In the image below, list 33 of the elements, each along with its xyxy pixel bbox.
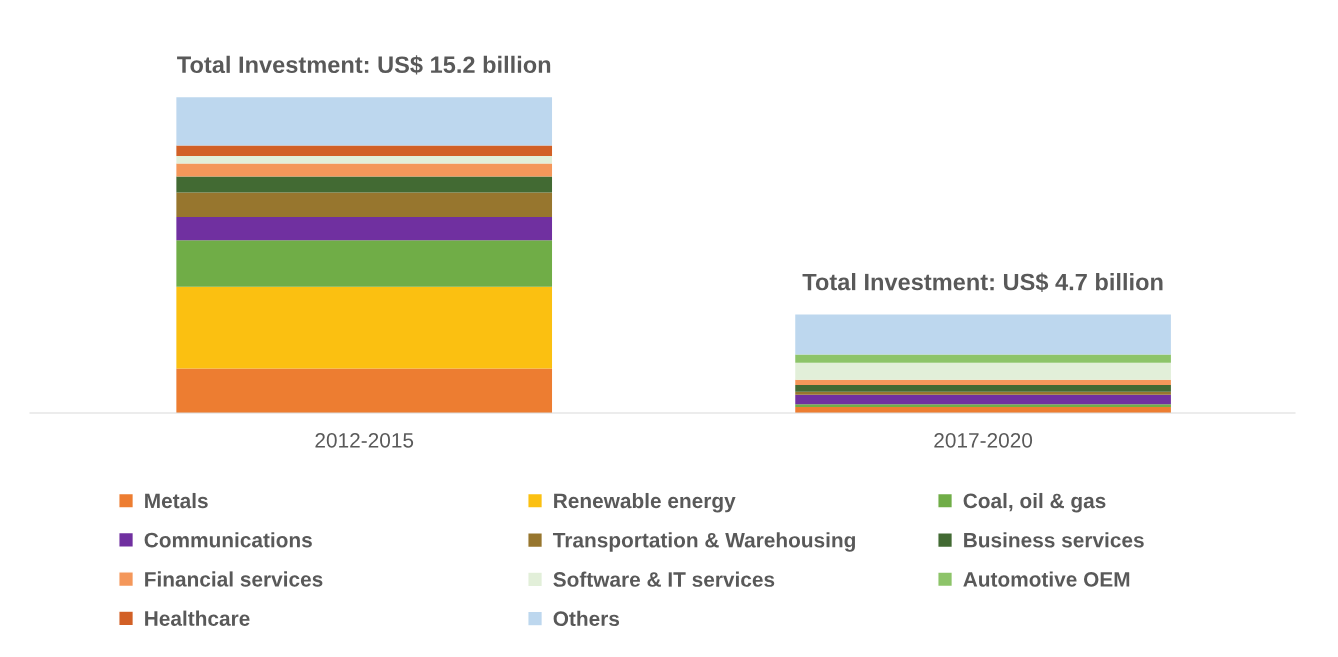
bar [795, 394, 1171, 405]
bar [176, 216, 553, 241]
legend-label: Financial services [145, 571, 323, 587]
legend-label: Automotive OEM [963, 571, 1130, 587]
legend-label: Software & IT services [553, 571, 775, 587]
bar [176, 368, 553, 413]
legend-label: Business services [964, 532, 1144, 548]
legend-label: Metals [145, 492, 208, 509]
legend-label: Coal, oil & gas [963, 492, 1106, 513]
bar [795, 379, 1171, 385]
bar [176, 145, 553, 156]
legend-label: Healthcare [145, 610, 250, 626]
legend-label: Renewable energy [554, 492, 736, 513]
bar [795, 354, 1171, 363]
bar [795, 391, 1171, 395]
bar [176, 176, 553, 193]
legend-label: Others [553, 610, 620, 627]
bar [795, 404, 1171, 407]
bar [176, 192, 553, 217]
bar [176, 240, 553, 287]
total-label: Total Investment: US$ 15.2 billion [177, 55, 551, 75]
bar [795, 384, 1171, 392]
x-tick-label: 2017-2020 [934, 432, 1033, 448]
bar [176, 155, 553, 164]
bar [795, 362, 1171, 380]
bar [176, 97, 553, 146]
bar [795, 314, 1171, 355]
total-label: Total Investment: US$ 4.7 billion [802, 272, 1163, 292]
bar [176, 286, 553, 369]
x-tick-label: 2012-2015 [315, 432, 414, 448]
legend-label: Transportation & Warehousing [552, 532, 855, 552]
legend-label: Communications [144, 532, 312, 548]
bar [176, 163, 553, 177]
